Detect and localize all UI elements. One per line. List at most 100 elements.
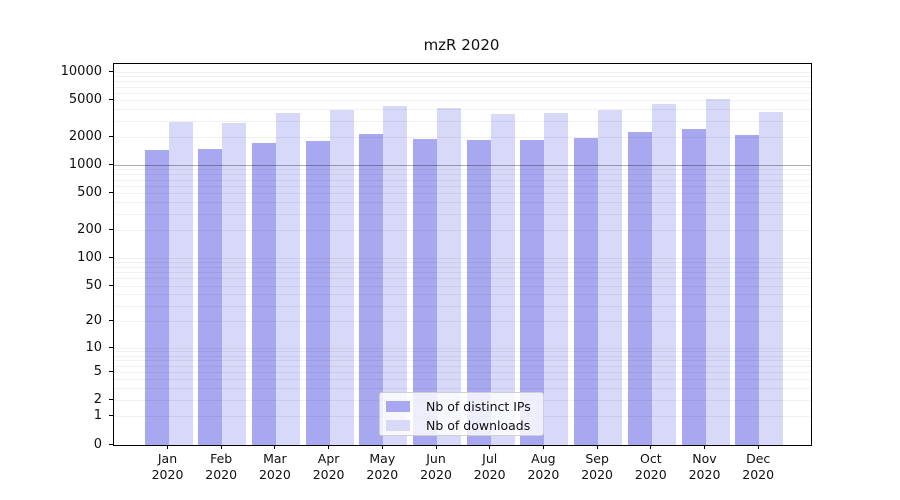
x-tick-label-year: 2020 — [151, 467, 184, 482]
y-tick-label-50: 50 — [85, 277, 102, 293]
y-tick-mark-10 — [109, 346, 113, 348]
bar-downloads-aug — [544, 112, 569, 445]
y-tick-label-1: 1 — [93, 408, 102, 424]
x-tick-mark-apr — [328, 445, 330, 449]
legend-entry-distinct-ips: Nb of distinct IPs — [386, 397, 537, 415]
bar-downloads-jan — [168, 121, 193, 445]
bar-downloads-nov — [705, 98, 730, 445]
gridline-50 — [114, 285, 811, 287]
y-tick-mark-0 — [109, 443, 113, 445]
x-tick-label-year: 2020 — [527, 467, 560, 482]
x-tick-label-apr: Apr 2020 — [299, 451, 359, 483]
y-tick-label-2000: 2000 — [68, 129, 102, 145]
x-tick-label-year: 2020 — [742, 467, 775, 482]
x-tick-mark-mar — [274, 445, 276, 449]
gridline-10000 — [114, 72, 811, 74]
gridline-6 — [114, 365, 811, 367]
legend-entry-downloads: Nb of downloads — [386, 416, 537, 434]
x-tick-mark-sep — [596, 445, 598, 449]
y-tick-label-5000: 5000 — [68, 92, 102, 108]
gridline-200 — [114, 230, 811, 232]
distinct-ips-swatch-icon — [386, 400, 410, 412]
x-tick-label-may: May 2020 — [352, 451, 412, 483]
gridline-100 — [114, 257, 811, 259]
bar-downloads-sep — [598, 109, 623, 445]
bar-downloads-feb — [222, 122, 247, 445]
x-tick-mark-jan — [167, 445, 168, 449]
gridline-60 — [114, 278, 811, 280]
x-tick-label-jan: Jan 2020 — [138, 451, 198, 483]
gridline-9000 — [114, 76, 811, 78]
x-tick-label-aug: Aug 2020 — [513, 451, 573, 483]
y-tick-mark-20 — [109, 320, 113, 322]
y-tick-label-10: 10 — [85, 339, 102, 355]
bar-distinct-ips-jan — [144, 149, 169, 445]
gridline-900 — [114, 169, 811, 171]
x-tick-label-oct: Oct 2020 — [621, 451, 681, 483]
gridline-4 — [114, 379, 811, 381]
x-tick-label-year: 2020 — [634, 467, 667, 482]
gridline-9 — [114, 351, 811, 353]
gridline-6000 — [114, 92, 811, 94]
gridline-300 — [114, 213, 811, 215]
gridline-8 — [114, 355, 811, 357]
bar-distinct-ips-apr — [305, 141, 330, 445]
y-tick-label-500: 500 — [77, 185, 102, 201]
x-tick-label-year: 2020 — [420, 467, 452, 482]
gridline-40 — [114, 294, 811, 296]
bar-downloads-may — [383, 106, 408, 445]
downloads-swatch-icon — [386, 419, 410, 431]
gridline-2000 — [114, 137, 811, 139]
y-tick-label-200: 200 — [77, 222, 102, 238]
x-tick-mark-oct — [650, 445, 652, 449]
x-tick-label-feb: Feb 2020 — [191, 451, 251, 483]
x-tick-mark-jun — [435, 445, 437, 449]
x-tick-mark-nov — [704, 445, 705, 449]
gridline-8000 — [114, 81, 811, 83]
x-tick-mark-jul — [489, 445, 491, 449]
y-tick-label-5: 5 — [93, 364, 102, 380]
gridline-5 — [114, 372, 811, 374]
legend-label-distinct-ips: Nb of distinct IPs — [426, 398, 531, 414]
gridline-20 — [114, 321, 811, 323]
y-tick-mark-5000 — [109, 99, 113, 101]
y-tick-mark-5 — [109, 371, 113, 373]
bar-downloads-jun — [437, 107, 461, 445]
y-tick-mark-50 — [109, 284, 113, 286]
bar-distinct-ips-dec — [735, 134, 760, 445]
gridline-30 — [114, 305, 811, 307]
x-tick-mark-may — [381, 445, 383, 449]
y-tick-mark-10000 — [109, 71, 113, 73]
x-tick-label-year: 2020 — [581, 467, 613, 482]
plot-area — [113, 63, 812, 446]
gridline-90 — [114, 262, 811, 264]
bar-downloads-mar — [275, 112, 300, 445]
gridline-80 — [114, 266, 811, 268]
gridline-7 — [114, 360, 811, 362]
bar-distinct-ips-oct — [627, 132, 652, 445]
x-tick-label-year: 2020 — [258, 467, 291, 482]
x-tick-label-year: 2020 — [312, 467, 345, 482]
gridline-600 — [114, 185, 811, 187]
y-tick-mark-100 — [109, 256, 113, 258]
gridline-3000 — [114, 120, 811, 122]
gridline-7000 — [114, 86, 811, 88]
gridline-500 — [114, 193, 811, 195]
y-tick-label-2: 2 — [93, 392, 102, 408]
gridline-5000 — [114, 100, 811, 102]
y-tick-mark-1000 — [109, 164, 113, 166]
y-tick-mark-2000 — [109, 136, 113, 138]
gridline-3 — [114, 388, 811, 390]
chart-title: mzR 2020 — [423, 36, 500, 54]
gridline-70 — [114, 272, 811, 274]
bar-distinct-ips-feb — [198, 148, 223, 445]
y-tick-label-10000: 10000 — [60, 64, 102, 80]
x-tick-label-jun: Jun 2020 — [406, 451, 466, 483]
y-tick-mark-500 — [109, 192, 113, 194]
bar-distinct-ips-sep — [574, 137, 599, 445]
bar-distinct-ips-nov — [681, 128, 706, 445]
y-tick-mark-1 — [109, 415, 113, 417]
bar-downloads-dec — [759, 111, 784, 445]
x-tick-mark-aug — [542, 445, 544, 449]
